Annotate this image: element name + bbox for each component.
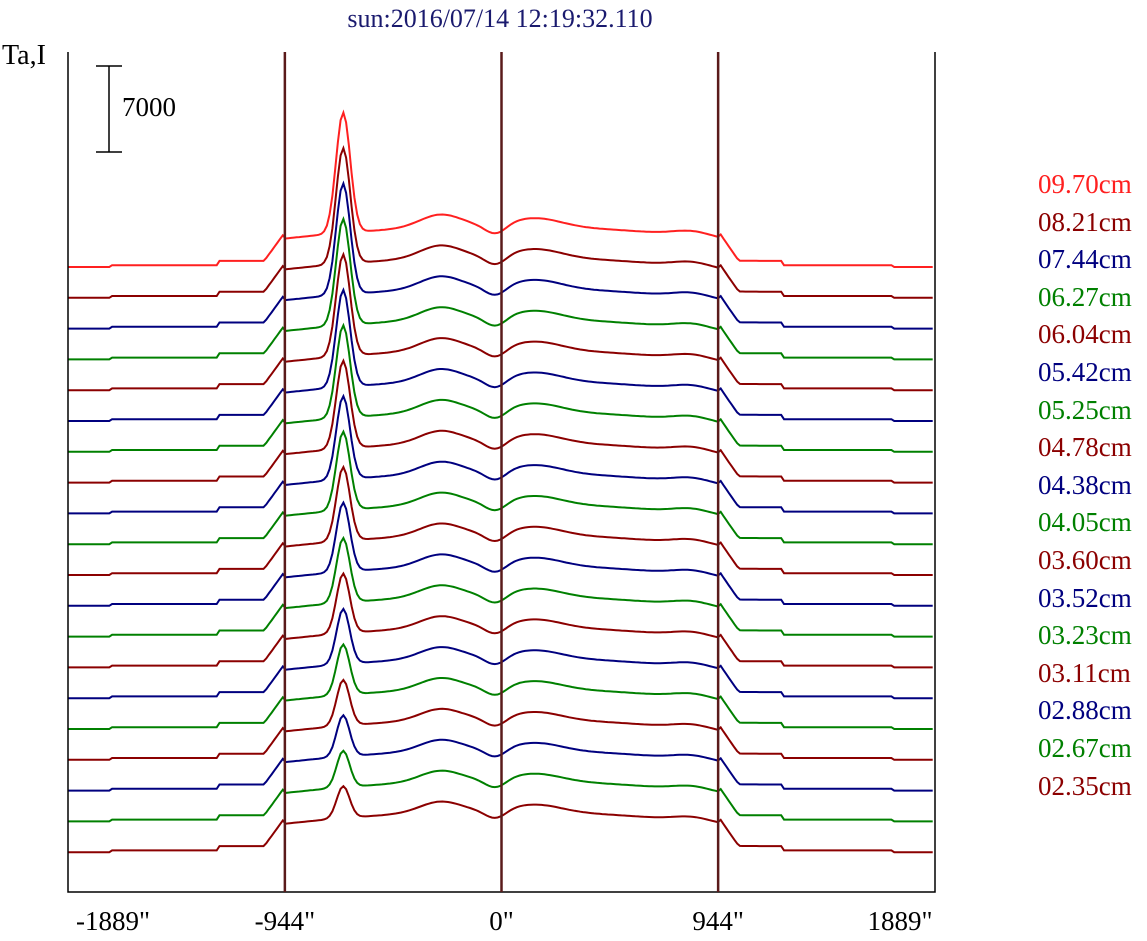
legend-item: 04.78cm (1038, 432, 1132, 463)
legend-item: 04.05cm (1038, 507, 1132, 538)
scale-bar (96, 65, 122, 153)
x-tick-label: 1889" (867, 906, 933, 936)
legend-item: 05.42cm (1038, 357, 1132, 387)
legend-item: 02.88cm (1038, 695, 1132, 726)
y-axis-label: Ta,I (2, 40, 46, 71)
legend-item: 04.38cm (1038, 469, 1132, 500)
x-tick-label: -1889" (75, 906, 151, 936)
legend-item: 03.60cm (1038, 545, 1132, 575)
legend-item: 03.11cm (1038, 657, 1131, 688)
legend-item: 03.23cm (1038, 620, 1132, 651)
x-tick-label: 0" (489, 906, 514, 936)
legend-item: 06.04cm (1038, 319, 1132, 350)
legend-item: 05.25cm (1038, 394, 1132, 425)
legend-item: 02.67cm (1038, 733, 1132, 763)
legend-item: 03.52cm (1038, 582, 1132, 613)
x-tick-label: -944" (254, 906, 316, 936)
scale-bar-label: 7000 (122, 92, 176, 122)
legend-item: 02.35cm (1038, 770, 1132, 801)
vertical-guides (283, 52, 720, 892)
legend-item: 06.27cm (1038, 281, 1132, 312)
legend-item: 07.44cm (1038, 244, 1132, 275)
x-tick-label: 944" (692, 906, 744, 936)
legend-item: 08.21cm (1038, 206, 1132, 237)
chart-title: sun:2016/07/14 12:19:32.110 (347, 4, 653, 33)
legend-item: 09.70cm (1038, 169, 1132, 199)
